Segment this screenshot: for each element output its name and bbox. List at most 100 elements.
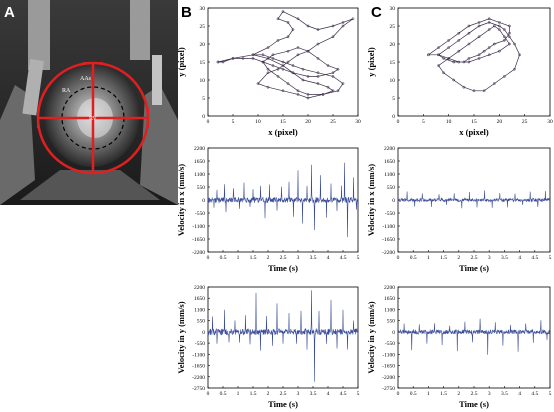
C-vy-ytick-label: 0 (392, 330, 395, 336)
C-vx-ytick-label: -550 (385, 211, 395, 217)
C-trajectory-point (437, 53, 440, 57)
C-trajectory-xtick-label: 5 (422, 119, 425, 125)
B-trajectory-point (331, 24, 335, 28)
B-vx-ytick-label: -550 (195, 211, 205, 217)
C-vy-xtick-label: 0 (397, 391, 400, 397)
B-trajectory-point (306, 93, 310, 96)
B-trajectory-point (266, 67, 270, 71)
C-vx-xtick-label: 1.5 (440, 255, 447, 261)
C-vy-xtick-label: 3 (488, 391, 491, 397)
B-vy-xtick-label: 2 (267, 391, 270, 397)
C-vy-ytick-label: 550 (387, 319, 396, 325)
C-trajectory-point (467, 57, 471, 60)
C-trajectory-point (457, 31, 461, 35)
B-trajectory-point (316, 28, 320, 31)
C-trajectory-point (447, 39, 451, 42)
C-vy-axes-frame (397, 286, 551, 389)
B-vx-xtick-label: 0 (207, 255, 210, 261)
B-vx-series-line (207, 162, 359, 238)
B-vy-ytick-label: 1650 (194, 296, 205, 302)
B-trajectory-point (306, 49, 310, 53)
C-vx-xtick-label: 4.5 (531, 255, 538, 261)
C-trajectory-point (492, 42, 496, 46)
retractor-right-arm (152, 55, 162, 105)
B-vx-ytick-label: -1100 (192, 224, 205, 230)
B-vx-ytick-label: 2200 (194, 146, 205, 152)
C-trajectory-point (503, 35, 506, 39)
C-trajectory-point (477, 21, 481, 24)
C-trajectory-ytick-label: 30 (390, 6, 396, 12)
C-vx-ytick-label: -2200 (382, 250, 395, 256)
tissue-right (140, 85, 178, 205)
B-vx-chart: 0 0.5 1 1.5 2 2.5 3 3.5 4 4.5 5 2200 1650 1100 550 0 -55… (176, 146, 360, 273)
C-vy-xtick-label: 5 (549, 391, 552, 397)
C-vy-ytick-label: 1650 (384, 296, 395, 302)
C-trajectory-point (457, 49, 461, 53)
B-vy-xtick-label: 4 (327, 391, 330, 397)
C-vy-series-line (397, 318, 551, 355)
B-trajectory-xtick-label: 25 (330, 119, 336, 125)
C-trajectory-point (437, 46, 440, 49)
B-trajectory-point (296, 93, 300, 96)
B-trajectory-point (341, 82, 345, 85)
B-trajectory-point (296, 17, 300, 21)
C-vy-chart: 0 0.5 1 1.5 2 2.5 3 3.5 4 4.5 5 2200 1650 1100 550 0 -55… (366, 285, 552, 409)
B-trajectory-point (306, 75, 310, 78)
B-vx-xtick-label: 3 (297, 255, 300, 261)
C-trajectory-xtick-label: 15 (471, 119, 477, 125)
B-vx-ytick-label: 1100 (194, 172, 205, 178)
B-trajectory-point (326, 64, 330, 67)
C-vx-xlabel: Time (s) (459, 263, 489, 273)
C-trajectory-point (442, 57, 445, 60)
C-vy-xtick-label: 0.5 (410, 391, 417, 397)
C-trajectory-point (457, 39, 461, 42)
tissue-left (0, 85, 35, 205)
C-vy-ytick-label: -2750 (382, 386, 395, 392)
label-ra: RA (62, 88, 71, 94)
C-vx-xtick-label: 4 (518, 255, 521, 261)
C-trajectory-point (503, 75, 506, 78)
C-trajectory-point (452, 60, 456, 64)
B-trajectory-point (296, 53, 300, 57)
B-trajectory-xtick-label: 5 (232, 119, 235, 125)
B-vx-ytick-label: 1650 (194, 159, 205, 165)
C-vy-xtick-label: 3.5 (501, 391, 508, 397)
B-trajectory-point (331, 71, 335, 75)
B-trajectory-point (266, 85, 270, 89)
C-trajectory-point (467, 42, 471, 46)
B-vy-ytick-label: -1100 (192, 352, 205, 358)
B-vy-ytick-label: -2200 (192, 375, 205, 381)
C-trajectory-point (518, 53, 521, 57)
C-trajectory-point (513, 42, 516, 46)
B-trajectory-point (316, 57, 320, 60)
B-vx-xtick-label: 1 (237, 255, 240, 261)
panel-label-c: C (371, 4, 382, 21)
C-trajectory-point (497, 28, 501, 31)
B-trajectory-point (331, 35, 335, 39)
B-trajectory-point (256, 82, 260, 85)
C-vy-xtick-label: 2.5 (471, 391, 478, 397)
B-vy-ytick-label: -2750 (192, 386, 205, 392)
B-vx-xlabel: Time (s) (268, 263, 298, 273)
C-vx-ytick-label: 550 (387, 185, 396, 191)
B-vx-xtick-label: 2 (267, 255, 270, 261)
C-vx-xtick-label: 1 (427, 255, 430, 261)
B-trajectory-point (341, 21, 345, 24)
B-trajectory-point (281, 67, 285, 71)
B-vy-ytick-label: 550 (197, 319, 206, 325)
C-vx-ytick-label: -1100 (382, 224, 395, 230)
B-vy-xtick-label: 1 (237, 391, 240, 397)
B-trajectory-point (286, 35, 290, 39)
B-trajectory-point (281, 64, 285, 67)
B-trajectory-point (286, 82, 290, 85)
C-trajectory-xtick-label: 10 (446, 119, 452, 125)
panel-label-a: A (4, 4, 15, 21)
B-vy-xtick-label: 3.5 (310, 391, 317, 397)
C-trajectory-point (497, 21, 501, 24)
B-trajectory-chart: 0 5 10 15 20 25 30 0 5 10 15 20 25 30 x (pixel) y (pixe… (176, 6, 361, 137)
B-trajectory-point (271, 53, 275, 57)
C-trajectory-point (487, 28, 491, 31)
B-vy-ytick-label: -550 (195, 341, 205, 347)
B-trajectory-point (316, 42, 320, 46)
